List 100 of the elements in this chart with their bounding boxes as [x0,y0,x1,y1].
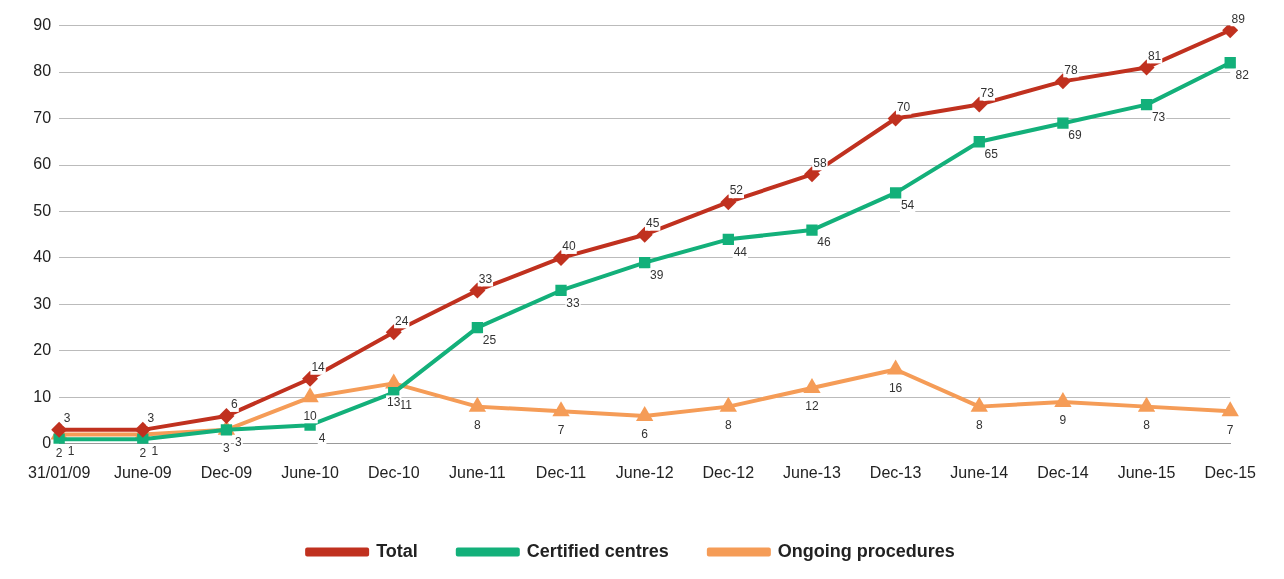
point [1221,401,1239,417]
x-tick-label: 31/01/09 [28,463,91,481]
data-label: 2 [55,445,63,460]
data-label: 58 [813,155,827,170]
y-tick-label: 80 [33,62,52,80]
x-tick-label: June-12 [615,463,674,481]
point [973,136,985,148]
data-label: 82 [1235,68,1250,83]
data-label: 7 [557,422,565,437]
point [552,401,570,417]
x-tick-label: June-11 [449,463,506,481]
data-label: 4 [318,430,326,445]
point [636,226,653,243]
x-tick-label: June-14 [950,463,1009,481]
y-tick-label: 90 [33,16,52,34]
x-tick-label: Dec-11 [535,463,587,481]
data-label: 1 [67,444,75,459]
point [220,424,233,436]
point [1138,59,1155,76]
data-label: 3 [63,411,71,426]
point [471,321,484,334]
point [803,166,820,183]
data-label: 70 [896,99,911,114]
data-label: 73 [980,85,995,100]
x-tick-label: Dec-12 [702,463,755,481]
data-label: 10 [303,408,318,423]
point [301,387,319,403]
data-label: 8 [1143,417,1151,432]
y-tick-label: 20 [33,341,52,359]
legend-label: Certified centres [526,540,669,561]
point [1137,396,1156,412]
data-label: 24 [395,313,409,328]
data-label: 12 [805,399,819,414]
point [889,187,902,199]
x-tick-label: Dec-14 [1037,463,1089,481]
data-label: 89 [1231,11,1246,26]
data-label: 3 [235,435,243,450]
data-label: 52 [729,183,744,198]
point [555,284,567,297]
data-label: 78 [1064,62,1078,77]
data-label: 13 [387,394,401,409]
point [1054,73,1071,90]
data-label: 8 [724,417,732,432]
data-label: 33 [566,295,581,310]
y-tick-label: 50 [33,201,52,219]
data-label: 73 [1151,109,1166,124]
point [639,256,651,269]
y-tick-label: 30 [33,294,52,312]
point [886,359,905,375]
x-tick-label: Dec-09 [200,463,253,481]
data-label: 46 [817,235,831,250]
point [971,96,988,113]
legend-label: Ongoing procedures [777,540,955,561]
point [636,405,654,421]
point [468,396,487,412]
x-tick-label: Dec-15 [1204,463,1257,481]
point [1057,117,1069,129]
data-label: 45 [646,216,660,231]
point [218,407,235,424]
data-label: 7 [1226,422,1234,437]
data-label: 33 [478,271,493,286]
x-tick-label: June-15 [1117,463,1176,481]
point [1222,25,1239,39]
data-label: 69 [1068,128,1082,143]
data-label: 11 [399,398,413,412]
data-label: 8 [975,417,983,432]
data-label: 3 [223,441,231,456]
legend-label: Total [376,540,418,561]
point [887,110,904,127]
data-label: 16 [888,380,903,395]
y-tick-label: 0 [42,434,52,452]
data-label: 1 [151,444,159,459]
x-tick-label: Dec-13 [869,463,922,481]
data-label: 9 [1059,413,1067,428]
point [803,378,821,394]
point [806,224,818,236]
x-tick-label: June-09 [113,463,172,481]
point [553,249,570,266]
x-tick-label: Dec-10 [367,463,420,481]
data-label: 54 [900,198,915,213]
data-label: 2 [139,445,147,460]
data-label: 3 [147,411,155,426]
point [1224,57,1236,69]
x-tick-label: June-13 [783,463,841,481]
y-tick-label: 60 [33,155,52,173]
data-label: 8 [474,417,482,432]
data-label: 6 [231,397,239,412]
point [469,282,486,299]
y-tick-label: 70 [33,108,52,126]
point [1140,98,1153,111]
point [385,324,402,341]
point [302,370,319,387]
data-label: 81 [1147,48,1162,63]
data-label: 44 [733,244,748,259]
point [719,396,737,412]
point [722,233,734,245]
point [1054,391,1072,407]
data-label: 6 [641,427,649,442]
data-label: 14 [311,360,326,375]
data-label: 65 [984,147,999,162]
